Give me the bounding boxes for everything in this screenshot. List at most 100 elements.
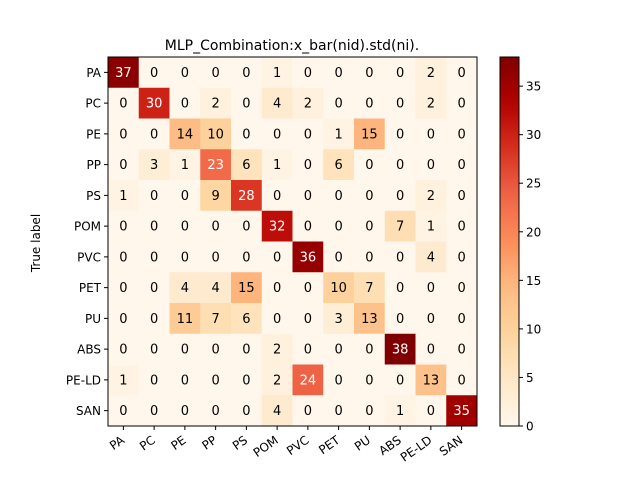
- heatmap-cell: [231, 180, 263, 212]
- cell-value: 0: [334, 66, 342, 81]
- heatmap-cell: [108, 241, 140, 273]
- heatmap-cell: [446, 118, 478, 150]
- heatmap-cell: [261, 395, 293, 427]
- cell-value: 1: [273, 158, 281, 173]
- heatmap-cell: [292, 149, 324, 181]
- y-tick-label: POM: [74, 220, 101, 234]
- heatmap-cell: [138, 149, 170, 181]
- cell-value: 10: [207, 127, 224, 142]
- cell-value: 0: [119, 281, 127, 296]
- cell-value: 15: [238, 281, 255, 296]
- cell-value: 28: [238, 189, 255, 204]
- cell-value: 13: [423, 373, 440, 388]
- cell-value: 1: [396, 404, 404, 419]
- heatmap-cell: [138, 272, 170, 304]
- cell-value: 36: [300, 250, 317, 265]
- cell-value: 4: [427, 250, 435, 265]
- heatmap-cell: [446, 364, 478, 396]
- cell-value: 2: [273, 343, 281, 358]
- cell-value: 0: [457, 158, 465, 173]
- heatmap-cell: [292, 118, 324, 150]
- cell-value: 0: [457, 281, 465, 296]
- y-tick-label: PET: [79, 281, 102, 295]
- heatmap-cell: [384, 180, 416, 212]
- cell-value: 2: [273, 373, 281, 388]
- heatmap-cell: [415, 303, 447, 335]
- heatmap-cell: [108, 272, 140, 304]
- y-tick-label: PA: [86, 66, 101, 80]
- heatmap-cell: [200, 333, 232, 365]
- heatmap-cell: [138, 364, 170, 396]
- x-tick-label: PE-LD: [398, 433, 435, 465]
- heatmap-cell: [108, 87, 140, 119]
- heatmap-cell: [384, 87, 416, 119]
- y-tick-label: PU: [85, 312, 101, 326]
- heatmap-cell: [354, 180, 386, 212]
- heatmap-cell: [108, 180, 140, 212]
- heatmap-cell: [169, 149, 201, 181]
- cell-value: 2: [304, 97, 312, 112]
- heatmap-cell: [384, 118, 416, 150]
- heatmap-cell: [384, 364, 416, 396]
- heatmap-cell: [354, 149, 386, 181]
- heatmap-cell: [108, 395, 140, 427]
- cell-value: 0: [396, 97, 404, 112]
- heatmap-cell: [231, 303, 263, 335]
- heatmap-cell: [292, 364, 324, 396]
- cell-value: 4: [273, 97, 281, 112]
- heatmap-cell: [415, 333, 447, 365]
- heatmap-cell: [169, 180, 201, 212]
- heatmap-cell: [323, 57, 355, 89]
- heatmap-cell: [354, 118, 386, 150]
- cell-value: 0: [273, 312, 281, 327]
- heatmap-cell: [415, 210, 447, 242]
- cell-value: 0: [457, 66, 465, 81]
- cell-value: 24: [300, 373, 317, 388]
- cell-value: 0: [150, 66, 158, 81]
- cell-value: 13: [361, 312, 378, 327]
- heatmap-cell: [292, 241, 324, 273]
- heatmap-cell: [231, 87, 263, 119]
- cell-value: 15: [361, 127, 378, 142]
- cell-value: 0: [181, 97, 189, 112]
- cell-value: 0: [365, 97, 373, 112]
- heatmap-cell: [354, 364, 386, 396]
- colorbar-tick-label: 15: [526, 274, 541, 288]
- heatmap-cell: [323, 210, 355, 242]
- heatmap-cell: [323, 303, 355, 335]
- cell-value: 0: [334, 404, 342, 419]
- heatmap-cell: [415, 395, 447, 427]
- cell-value: 0: [150, 373, 158, 388]
- heatmap-cell: [200, 180, 232, 212]
- cell-value: 0: [396, 373, 404, 388]
- heatmap-cell: [384, 272, 416, 304]
- cell-value: 4: [273, 404, 281, 419]
- cell-value: 4: [211, 281, 219, 296]
- heatmap-cell: [354, 241, 386, 273]
- heatmap-cell: [446, 149, 478, 181]
- cell-value: 0: [119, 404, 127, 419]
- heatmap-cell: [261, 210, 293, 242]
- heatmap-cell: [415, 149, 447, 181]
- cell-value: 0: [365, 343, 373, 358]
- x-tick-label: PA: [107, 433, 128, 453]
- heatmap-cell: [323, 364, 355, 396]
- heatmap-cell: [169, 57, 201, 89]
- cell-value: 0: [181, 404, 189, 419]
- heatmap-cell: [200, 57, 232, 89]
- heatmap-cell: [415, 180, 447, 212]
- cell-value: 1: [119, 189, 127, 204]
- cell-value: 10: [330, 281, 347, 296]
- colorbar-tick-label: 0: [526, 420, 534, 434]
- heatmap-cell: [292, 272, 324, 304]
- heatmap-cell: [323, 118, 355, 150]
- cell-value: 0: [365, 158, 373, 173]
- heatmap-cell: [169, 364, 201, 396]
- y-tick-label: SAN: [76, 404, 101, 418]
- cell-value: 0: [242, 343, 250, 358]
- heatmap-cell: [138, 303, 170, 335]
- heatmap-cell: [231, 272, 263, 304]
- colorbar-tick-label: 35: [526, 80, 541, 94]
- cell-values: 37 0 0 0 0 1 0 0 0 0 2 00 30 0 2 0 4 2 0 0 0 2 00 0 14 10 0 0 0 1 15 0 0…: [115, 66, 470, 419]
